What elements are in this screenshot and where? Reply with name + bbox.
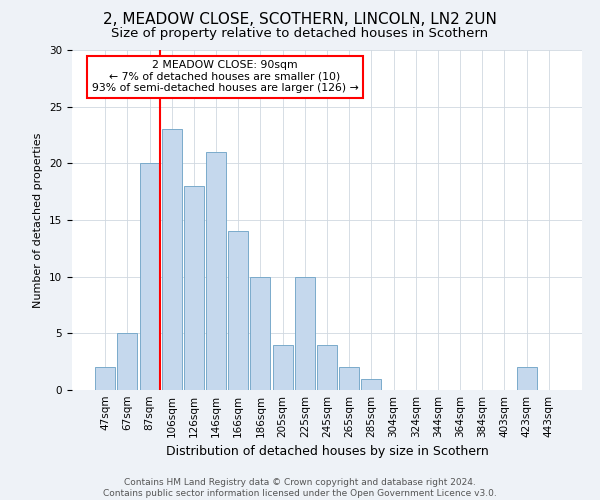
Bar — [272, 344, 293, 390]
Bar — [317, 344, 337, 390]
Bar — [140, 164, 160, 390]
Bar — [361, 378, 382, 390]
Text: Contains HM Land Registry data © Crown copyright and database right 2024.
Contai: Contains HM Land Registry data © Crown c… — [103, 478, 497, 498]
Bar — [118, 334, 137, 390]
Bar — [162, 130, 182, 390]
Text: Size of property relative to detached houses in Scothern: Size of property relative to detached ho… — [112, 28, 488, 40]
Bar — [339, 368, 359, 390]
Bar — [295, 276, 315, 390]
X-axis label: Distribution of detached houses by size in Scothern: Distribution of detached houses by size … — [166, 446, 488, 458]
Text: 2 MEADOW CLOSE: 90sqm
← 7% of detached houses are smaller (10)
93% of semi-detac: 2 MEADOW CLOSE: 90sqm ← 7% of detached h… — [92, 60, 358, 94]
Text: 2, MEADOW CLOSE, SCOTHERN, LINCOLN, LN2 2UN: 2, MEADOW CLOSE, SCOTHERN, LINCOLN, LN2 … — [103, 12, 497, 28]
Bar — [184, 186, 204, 390]
Y-axis label: Number of detached properties: Number of detached properties — [34, 132, 43, 308]
Bar — [517, 368, 536, 390]
Bar — [206, 152, 226, 390]
Bar — [228, 232, 248, 390]
Bar — [95, 368, 115, 390]
Bar — [250, 276, 271, 390]
